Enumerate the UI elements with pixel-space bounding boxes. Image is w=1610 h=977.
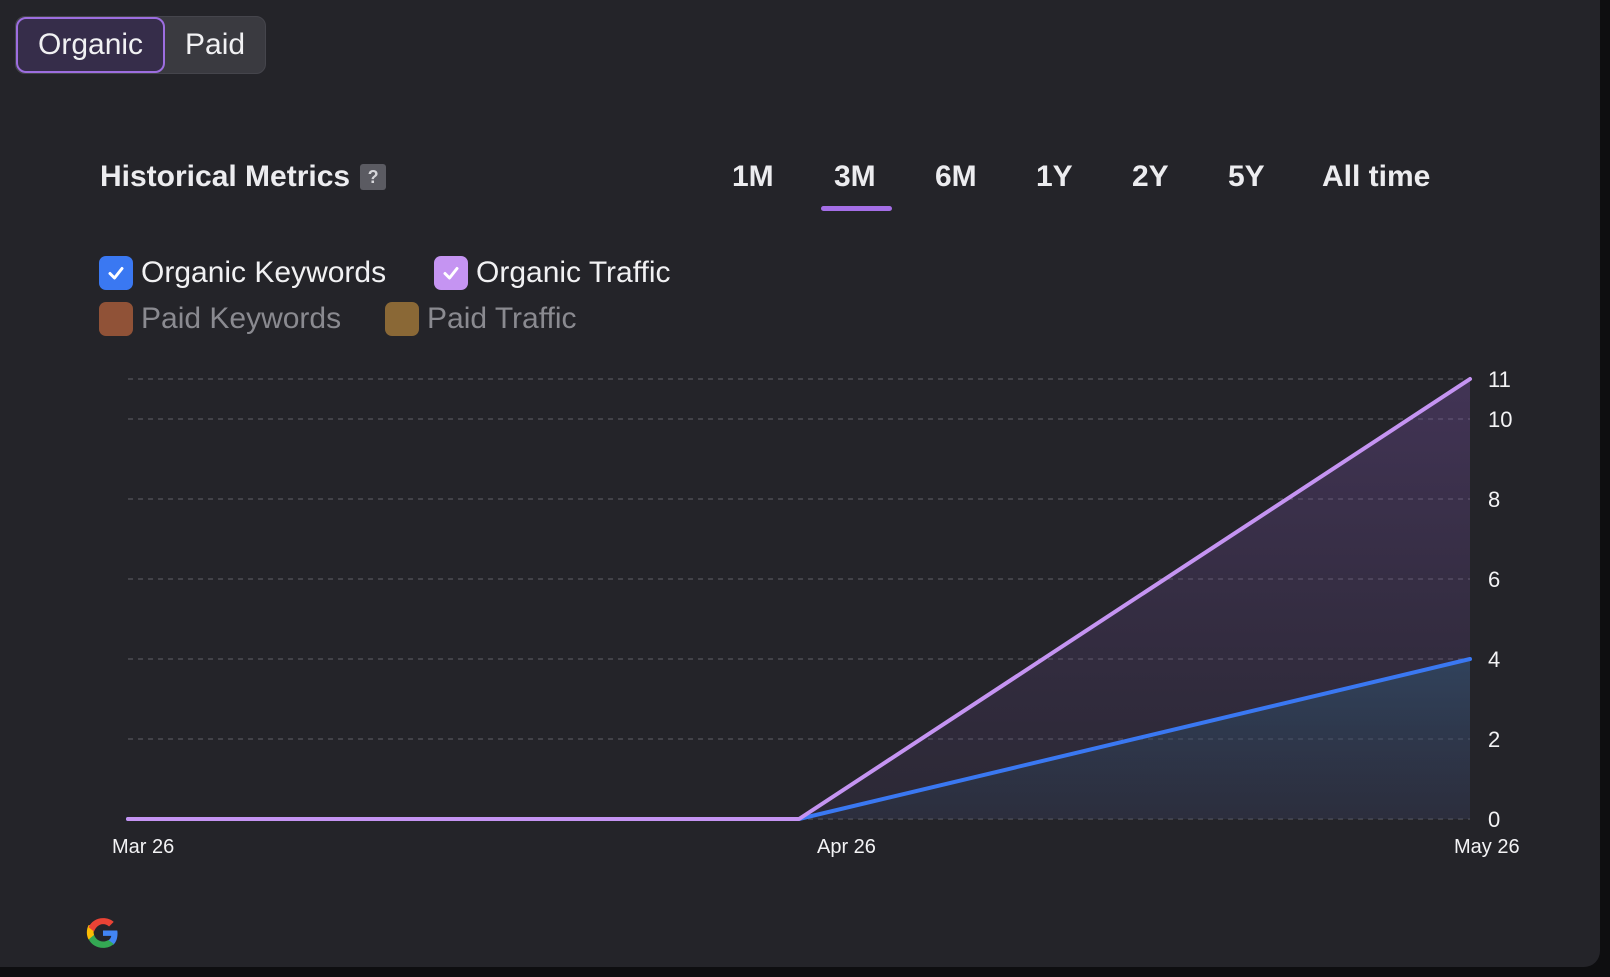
y-tick-label: 11 bbox=[1488, 367, 1511, 392]
checkbox-organic-keywords[interactable] bbox=[99, 256, 133, 290]
series-line bbox=[126, 377, 1472, 821]
y-tick-label: 6 bbox=[1488, 567, 1500, 592]
period-tab-1y[interactable]: 1Y bbox=[1036, 160, 1073, 193]
legend-organic-keywords[interactable]: Organic Keywords bbox=[99, 256, 386, 290]
question-icon[interactable]: ? bbox=[360, 164, 387, 190]
period-tab-1m[interactable]: 1M bbox=[732, 160, 774, 193]
check-icon bbox=[108, 267, 124, 280]
y-tick-label: 0 bbox=[1488, 807, 1500, 832]
section-title: Historical Metrics ? bbox=[100, 160, 387, 194]
period-tab-3m[interactable]: 3M bbox=[834, 160, 876, 193]
section-title-text: Historical Metrics bbox=[100, 160, 351, 193]
checkbox-paid-traffic[interactable] bbox=[385, 302, 419, 336]
legend-label-paid-traffic: Paid Traffic bbox=[427, 302, 577, 335]
period-tab-2y[interactable]: 2Y bbox=[1132, 160, 1169, 193]
period-tab-all-time[interactable]: All time bbox=[1322, 160, 1431, 193]
legend-label-organic-keywords: Organic Keywords bbox=[141, 256, 387, 289]
period-tabs: 1M 3M 6M 1Y 2Y 5Y All time bbox=[0, 160, 1600, 211]
series-area bbox=[128, 379, 1470, 819]
x-tick-label: May 26 bbox=[1454, 836, 1520, 858]
organic-paid-toggle: Organic Paid bbox=[15, 16, 267, 74]
period-tab-5y[interactable]: 5Y bbox=[1228, 160, 1265, 193]
y-tick-label: 10 bbox=[1488, 407, 1512, 432]
legend-paid-keywords[interactable]: Paid Keywords bbox=[99, 302, 341, 336]
legend-paid-traffic[interactable]: Paid Traffic bbox=[385, 302, 577, 336]
legend-organic-traffic[interactable]: Organic Traffic bbox=[434, 256, 671, 290]
selected-period-indicator bbox=[821, 206, 892, 211]
checkbox-paid-keywords[interactable] bbox=[99, 302, 133, 336]
paid-toggle-button[interactable]: Paid bbox=[185, 28, 246, 61]
checkbox-organic-traffic[interactable] bbox=[434, 256, 468, 290]
legend-label-paid-keywords: Paid Keywords bbox=[141, 302, 342, 335]
organic-toggle-button[interactable]: Organic bbox=[16, 17, 166, 73]
legend-label-organic-traffic: Organic Traffic bbox=[476, 256, 671, 289]
x-tick-label: Mar 26 bbox=[112, 836, 174, 858]
x-tick-label: Apr 26 bbox=[817, 836, 876, 858]
y-tick-label: 4 bbox=[1488, 647, 1500, 672]
period-tab-6m[interactable]: 6M bbox=[935, 160, 977, 193]
y-tick-label: 2 bbox=[1488, 727, 1500, 752]
google-icon bbox=[86, 918, 118, 948]
check-icon bbox=[443, 267, 459, 280]
series-area bbox=[128, 659, 1470, 819]
y-tick-label: 8 bbox=[1488, 487, 1500, 512]
